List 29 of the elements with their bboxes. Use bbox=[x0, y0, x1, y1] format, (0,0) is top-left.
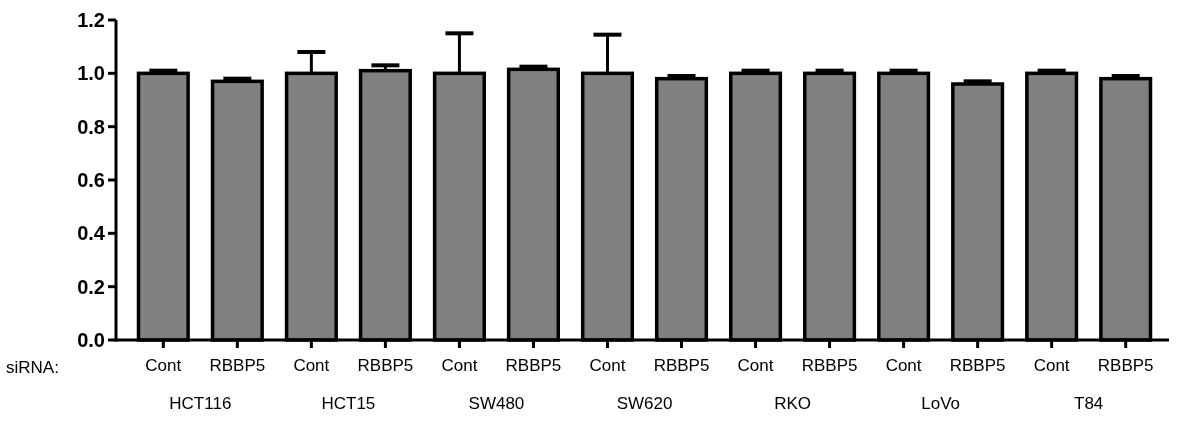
text: siRNA: bbox=[6, 358, 59, 377]
y-tick-label: 0.0 bbox=[77, 329, 105, 351]
x-tick-label: Cont bbox=[885, 356, 922, 375]
x-tick-label: RBBP5 bbox=[801, 356, 858, 375]
text: HCT15 bbox=[321, 394, 376, 413]
text: T84 bbox=[1074, 394, 1104, 413]
x-tick-label: Cont bbox=[589, 356, 626, 375]
x-tick-label: Cont bbox=[441, 356, 478, 375]
text: RKO bbox=[774, 394, 811, 413]
x-tick-label: Cont bbox=[1033, 356, 1070, 375]
text: SW620 bbox=[616, 394, 673, 413]
x-tick-label: RBBP5 bbox=[653, 356, 710, 375]
x-tick-label: Cont bbox=[293, 356, 330, 375]
y-tick-label: 0.2 bbox=[77, 275, 105, 298]
x-tick-label: Cont bbox=[145, 356, 182, 375]
x-tick-label: Cont bbox=[737, 356, 774, 375]
x-tick-label: RBBP5 bbox=[209, 356, 266, 375]
x-tick-label: RBBP5 bbox=[1097, 356, 1154, 375]
y-tick-label: 0.4 bbox=[77, 222, 106, 245]
text: LoVo bbox=[921, 394, 960, 413]
text: HCT116 bbox=[169, 394, 232, 413]
y-tick-label: 0.8 bbox=[77, 115, 105, 138]
x-tick-label: RBBP5 bbox=[357, 356, 414, 375]
y-tick-label: 0.6 bbox=[77, 169, 105, 191]
x-tick-label: RBBP5 bbox=[505, 356, 562, 375]
x-tick-label: RBBP5 bbox=[949, 356, 1006, 375]
y-tick-label: 1.0 bbox=[77, 62, 105, 85]
y-tick-label: 1.2 bbox=[77, 9, 105, 31]
text: SW480 bbox=[468, 394, 525, 413]
